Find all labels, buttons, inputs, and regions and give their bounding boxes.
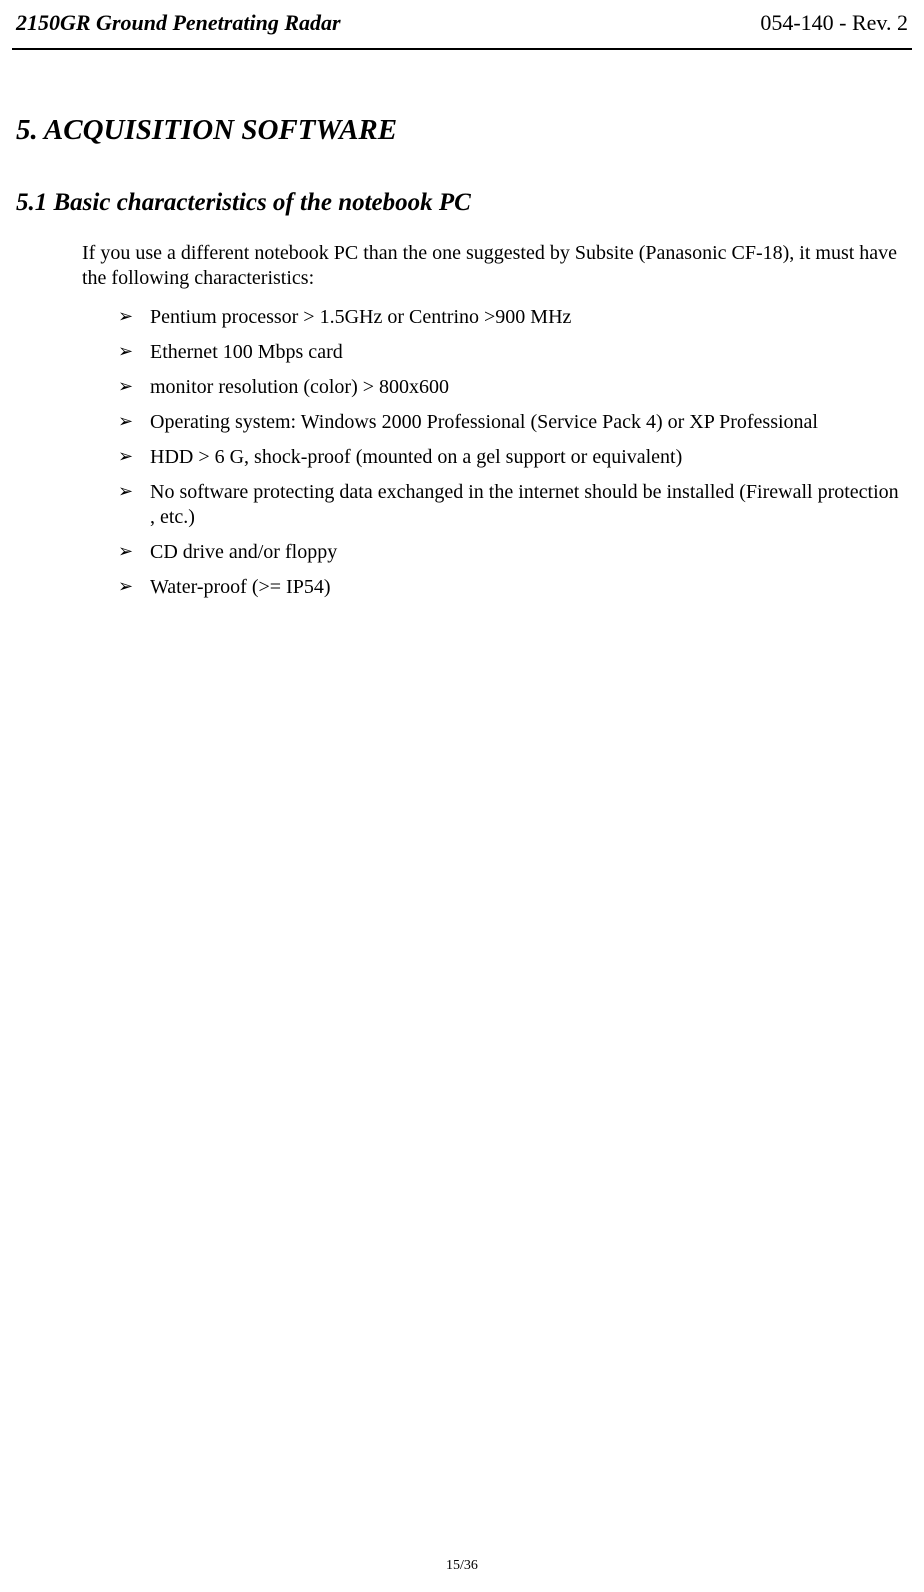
section-title: 5.1 Basic characteristics of the noteboo… — [16, 189, 908, 217]
list-item: Operating system: Windows 2000 Professio… — [118, 410, 908, 435]
page-number: 15/36 — [446, 1558, 478, 1573]
list-item: CD drive and/or floppy — [118, 540, 908, 565]
header-title-left: 2150GR Ground Penetrating Radar — [16, 10, 341, 36]
list-item: monitor resolution (color) > 800x600 — [118, 375, 908, 400]
page: 2150GR Ground Penetrating Radar 054-140 … — [0, 0, 924, 1592]
list-item: HDD > 6 G, shock-proof (mounted on a gel… — [118, 445, 908, 470]
header-doc-rev: 054-140 - Rev. 2 — [760, 10, 908, 36]
list-item: Pentium processor > 1.5GHz or Centrino >… — [118, 305, 908, 330]
list-item: Water-proof (>= IP54) — [118, 575, 908, 600]
header-rule — [12, 48, 912, 50]
list-item: No software protecting data exchanged in… — [118, 480, 908, 530]
page-footer: 15/36 — [0, 1558, 924, 1574]
page-header: 2150GR Ground Penetrating Radar 054-140 … — [12, 10, 912, 48]
list-item: Ethernet 100 Mbps card — [118, 340, 908, 365]
requirements-list: Pentium processor > 1.5GHz or Centrino >… — [118, 305, 908, 600]
content: 5. ACQUISITION SOFTWARE 5.1 Basic charac… — [12, 114, 912, 600]
chapter-title: 5. ACQUISITION SOFTWARE — [16, 114, 908, 147]
section-intro: If you use a different notebook PC than … — [82, 241, 908, 291]
